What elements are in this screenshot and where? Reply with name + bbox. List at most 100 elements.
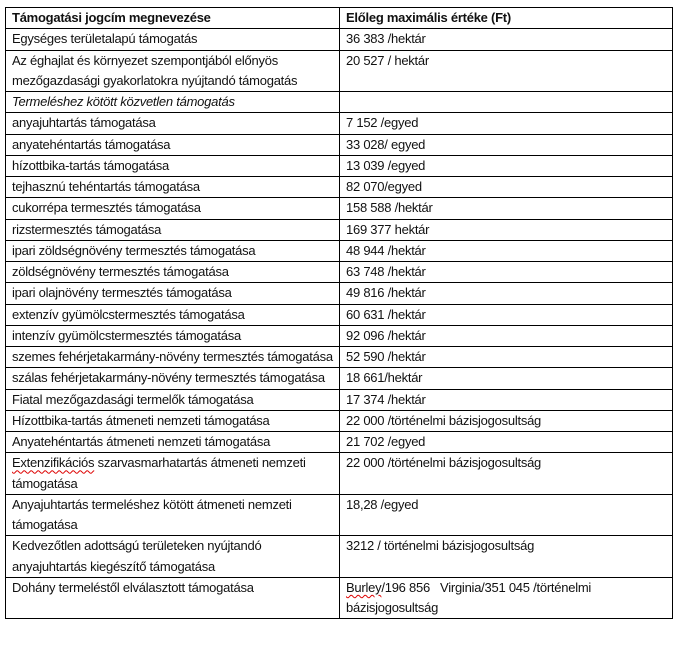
advance-value-text: 49 816 /hektár [346, 285, 426, 301]
advance-value-text: 63 748 /hektár [346, 264, 426, 279]
table-row: intenzív gyümölcstermesztés támogatása 92… [5, 324, 673, 348]
support-name-text: tejhasznú tehéntartás támogatása [12, 179, 200, 194]
table-row: Fiatal mezőgazdasági termelők támogatása… [5, 388, 673, 411]
support-name: ipari olajnövény termesztés támogatása [5, 282, 340, 305]
spellcheck-word: Burley [346, 579, 382, 595]
table-row: Termeléshez kötött közvetlen támogatás [5, 90, 673, 114]
support-name-text: cukorrépa termesztés támogatása [12, 200, 201, 216]
support-name: rizstermesztés támogatása [5, 218, 340, 241]
advance-value [339, 90, 673, 114]
table-row: Egységes területalapú támogatás 36 383 /h… [5, 28, 673, 51]
support-name-text: Egységes területalapú támogatás [12, 31, 198, 47]
advance-value: 36 383 /hektár [339, 28, 673, 51]
advance-value-text: 158 588 /hektár [346, 200, 433, 216]
support-name: anyajuhtartás támogatása [5, 112, 340, 135]
advance-value-text: 60 631 /hektár [346, 306, 426, 322]
table-row: Az éghajlat és környezet szempontjából e… [5, 49, 673, 92]
support-name-text: szemes fehérjetakarmány-növény termeszté… [12, 349, 333, 364]
table-row: tejhasznú tehéntartás támogatása 82 070/e… [5, 175, 673, 199]
support-name: Az éghajlat és környezet szempontjából e… [5, 49, 340, 92]
table-row: ipari olajnövény termesztés támogatása 49… [5, 282, 673, 305]
support-name-text: extenzív gyümölcstermesztés támogatása [12, 306, 245, 322]
advance-value: 20 527 / hektár [339, 49, 673, 92]
advance-value-text: 17 374 /hektár [346, 391, 426, 407]
support-name: Fiatal mezőgazdasági termelők támogatása [5, 388, 340, 411]
advance-value: 22 000 /történelmi bázisjogosultság [339, 452, 673, 495]
advance-value: 158 588 /hektár [339, 197, 673, 220]
support-name: Termeléshez kötött közvetlen támogatás [5, 90, 340, 114]
support-name-text: Kedvezőtlen adottságú területeken nyújta… [12, 538, 262, 574]
support-name-text: Hízottbika-tartás átmeneti nemzeti támog… [12, 412, 270, 428]
table-row: extenzív gyümölcstermesztés támogatása 60… [5, 303, 673, 326]
table-row: Dohány termeléstől elválasztott támogatá… [5, 576, 673, 620]
advance-value: Burley/196 856 Virginia/351 045 /történe… [339, 576, 673, 620]
support-name: cukorrépa termesztés támogatása [5, 197, 340, 220]
support-name-text: Termeléshez kötött közvetlen támogatás [12, 94, 235, 109]
header-name: Támogatási jogcím megnevezése [5, 6, 340, 30]
advance-value: 21 702 /egyed [339, 430, 673, 454]
table-row: Extenzifikációs szarvasmarhatartás átmen… [5, 452, 673, 495]
advance-value-text: 48 944 /hektár [346, 242, 426, 258]
advance-value: 169 377 hektár [339, 218, 673, 241]
advance-value: 18,28 /egyed [339, 493, 673, 537]
table-row: Kedvezőtlen adottságú területeken nyújta… [5, 535, 673, 578]
support-name: intenzív gyümölcstermesztés támogatása [5, 324, 340, 348]
support-name: zöldségnövény termesztés támogatása [5, 260, 340, 284]
support-name-text: Anyajuhtartás termeléshez kötött átmenet… [12, 496, 292, 532]
advance-value: 17 374 /hektár [339, 388, 673, 411]
support-name: ipari zöldségnövény termesztés támogatás… [5, 239, 340, 263]
support-name-text: ipari zöldségnövény termesztés támogatás… [12, 242, 256, 258]
advance-value: 82 070/egyed [339, 175, 673, 199]
table-row: cukorrépa termesztés támogatása 158 588 /… [5, 197, 673, 220]
advance-value: 33 028/ egyed [339, 133, 673, 156]
advance-value: 48 944 /hektár [339, 239, 673, 263]
advance-value: 18 661/hektár [339, 367, 673, 390]
advance-value-text: 52 590 /hektár [346, 349, 426, 364]
advance-value: 63 748 /hektár [339, 260, 673, 284]
advance-value: 3212 / történelmi bázisjogosultság [339, 535, 673, 578]
advance-value-text: 36 383 /hektár [346, 31, 426, 47]
support-name: tejhasznú tehéntartás támogatása [5, 175, 340, 199]
support-table: Támogatási jogcím megnevezése Előleg max… [5, 6, 673, 620]
support-name-text: Az éghajlat és környezet szempontjából e… [12, 52, 298, 88]
advance-value-text: 18 661/hektár [346, 370, 423, 386]
table-row: Anyajuhtartás termeléshez kötött átmenet… [5, 493, 673, 537]
advance-value: 92 096 /hektár [339, 324, 673, 348]
support-name: Anyatehéntartás átmeneti nemzeti támogat… [5, 430, 340, 454]
spellcheck-word: Extenzifikációs [12, 455, 95, 471]
advance-value-text: 33 028/ egyed [346, 136, 426, 152]
advance-value-text: 169 377 hektár [346, 221, 430, 237]
support-name: Dohány termeléstől elválasztott támogatá… [5, 576, 340, 620]
support-name-text: Fiatal mezőgazdasági termelők támogatása [12, 391, 254, 407]
support-name: Hízottbika-tartás átmeneti nemzeti támog… [5, 409, 340, 433]
advance-value: 22 000 /történelmi bázisjogosultság [339, 409, 673, 433]
advance-value-text: 13 039 /egyed [346, 157, 426, 173]
advance-value-text: 18,28 /egyed [346, 496, 419, 512]
table-row: rizstermesztés támogatása 169 377 hektár [5, 218, 673, 241]
table-row: Anyatehéntartás átmeneti nemzeti támogat… [5, 430, 673, 454]
table-row: Hízottbika-tartás átmeneti nemzeti támog… [5, 409, 673, 433]
header-value: Előleg maximális értéke (Ft) [339, 6, 673, 30]
support-name-text: hízottbika-tartás támogatása [12, 157, 170, 173]
advance-value: 7 152 /egyed [339, 112, 673, 135]
support-name-text: zöldségnövény termesztés támogatása [12, 264, 229, 279]
table-header-row: Támogatási jogcím megnevezése Előleg max… [5, 6, 673, 30]
support-name-text: intenzív gyümölcstermesztés támogatása [12, 327, 241, 343]
advance-value-text: 7 152 /egyed [346, 115, 419, 131]
advance-value-text: 82 070/egyed [346, 179, 422, 194]
advance-value: 52 590 /hektár [339, 345, 673, 369]
table-row: ipari zöldségnövény termesztés támogatás… [5, 239, 673, 263]
support-name: Kedvezőtlen adottságú területeken nyújta… [5, 535, 340, 578]
advance-value-text: 22 000 /történelmi bázisjogosultság [346, 455, 542, 471]
advance-value: 49 816 /hektár [339, 282, 673, 305]
support-name-text: Dohány termeléstől elválasztott támogatá… [12, 579, 254, 595]
support-name: szálas fehérjetakarmány-növény termeszté… [5, 367, 340, 390]
support-name: anyatehéntartás támogatása [5, 133, 340, 156]
advance-value-text: 20 527 / hektár [346, 52, 429, 68]
table-row: szálas fehérjetakarmány-növény termeszté… [5, 367, 673, 390]
advance-value-text: 22 000 /történelmi bázisjogosultság [346, 412, 542, 428]
support-name-text: ipari olajnövény termesztés támogatása [12, 285, 232, 301]
support-name: hízottbika-tartás támogatása [5, 154, 340, 178]
advance-value-text: 21 702 /egyed [346, 434, 426, 449]
support-name: szemes fehérjetakarmány-növény termeszté… [5, 345, 340, 369]
